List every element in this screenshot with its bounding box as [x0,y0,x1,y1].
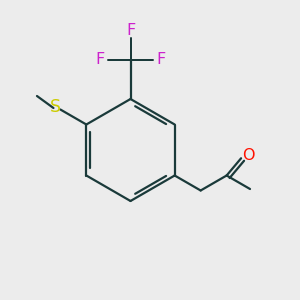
Text: F: F [126,23,135,38]
Text: O: O [242,148,255,163]
Text: F: F [96,52,105,68]
Text: F: F [156,52,165,68]
Text: S: S [50,98,61,116]
